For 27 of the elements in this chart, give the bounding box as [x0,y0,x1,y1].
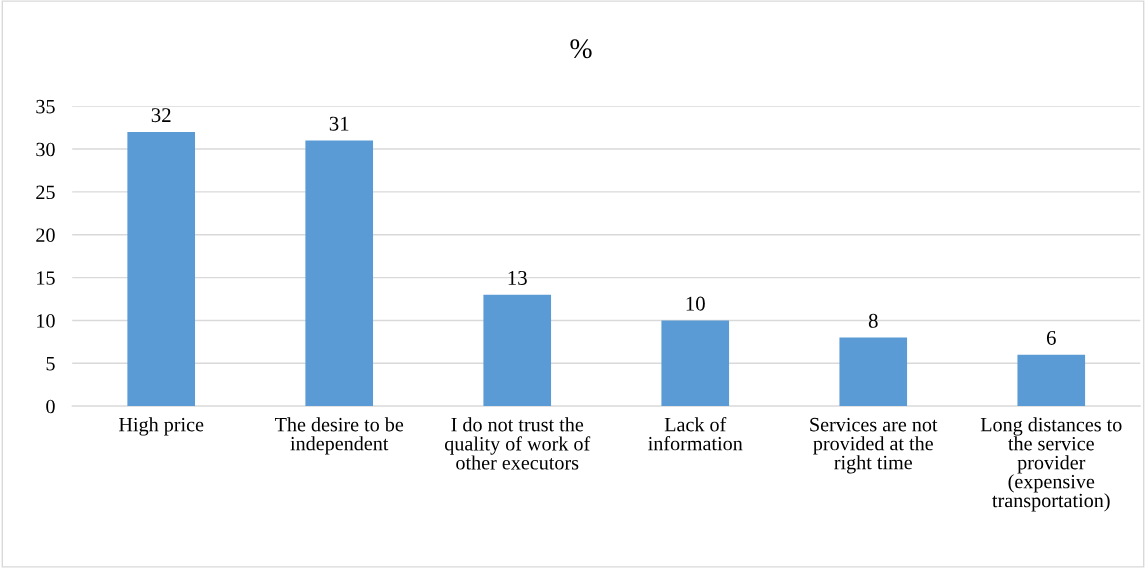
x-tick-label: Services are not provided at the right time [810,417,938,474]
data-label: 6 [1046,330,1056,345]
y-tick-label: 0 [46,399,55,414]
data-label: 10 [686,296,705,311]
y-tick-label: 25 [36,185,55,200]
x-tick-label: Lack of information [648,417,743,451]
data-label: 13 [508,270,527,285]
bar [127,131,196,407]
x-tick-label: High price [119,417,204,436]
data-label: 8 [868,313,878,328]
y-tick-label: 10 [37,314,55,328]
chart-title: % [570,39,592,59]
x-tick-label: Long distances to the service provider (expensive transportation) [980,417,1122,512]
bar [305,140,374,407]
data-label: 32 [151,108,171,123]
data-label: 31 [329,116,349,131]
x-tick-label: The desire to be independent [274,417,404,455]
bar [839,337,908,407]
x-tick-label: I do not trust the quality of work of other executors [444,417,591,470]
bar [483,294,552,407]
y-tick-label: 15 [37,271,55,285]
y-tick-label: 20 [36,228,55,242]
bar [661,320,730,407]
y-tick-label: 35 [36,99,55,114]
y-tick-label: 30 [36,142,55,157]
bar [1017,354,1086,407]
y-tick-label: 5 [46,357,55,371]
